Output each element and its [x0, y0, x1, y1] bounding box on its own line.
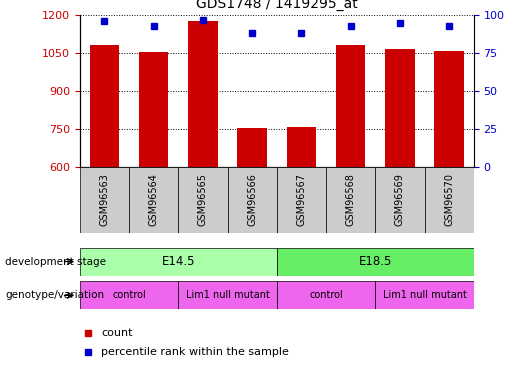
- Text: GSM96563: GSM96563: [99, 173, 110, 226]
- Bar: [80, 248, 277, 276]
- Bar: [277, 248, 474, 276]
- Bar: [277, 167, 326, 232]
- Text: development stage: development stage: [5, 256, 106, 267]
- Text: GSM96569: GSM96569: [395, 173, 405, 226]
- Bar: [424, 167, 474, 232]
- Bar: [277, 281, 375, 309]
- Bar: [188, 21, 218, 167]
- Text: E18.5: E18.5: [358, 255, 392, 268]
- Bar: [228, 167, 277, 232]
- Bar: [326, 167, 375, 232]
- Text: GSM96566: GSM96566: [247, 173, 257, 226]
- Text: GSM96570: GSM96570: [444, 173, 454, 226]
- Bar: [80, 167, 129, 232]
- Text: Lim1 null mutant: Lim1 null mutant: [383, 290, 467, 300]
- Bar: [178, 167, 228, 232]
- Bar: [435, 51, 464, 167]
- Text: control: control: [112, 290, 146, 300]
- Text: GSM96567: GSM96567: [297, 173, 306, 226]
- Bar: [375, 281, 474, 309]
- Bar: [237, 128, 267, 167]
- Bar: [336, 45, 366, 167]
- Text: GSM96564: GSM96564: [149, 173, 159, 226]
- Bar: [129, 167, 178, 232]
- Bar: [385, 49, 415, 167]
- Text: control: control: [309, 290, 343, 300]
- Text: genotype/variation: genotype/variation: [5, 290, 104, 300]
- Text: percentile rank within the sample: percentile rank within the sample: [101, 347, 289, 357]
- Bar: [80, 281, 178, 309]
- Bar: [375, 167, 424, 232]
- Bar: [139, 53, 168, 167]
- Text: count: count: [101, 328, 133, 338]
- Bar: [90, 45, 119, 167]
- Bar: [178, 281, 277, 309]
- Bar: [287, 127, 316, 167]
- Text: GSM96565: GSM96565: [198, 173, 208, 226]
- Text: Lim1 null mutant: Lim1 null mutant: [185, 290, 269, 300]
- Text: GSM96568: GSM96568: [346, 173, 356, 226]
- Text: E14.5: E14.5: [162, 255, 195, 268]
- Title: GDS1748 / 1419295_at: GDS1748 / 1419295_at: [196, 0, 358, 11]
